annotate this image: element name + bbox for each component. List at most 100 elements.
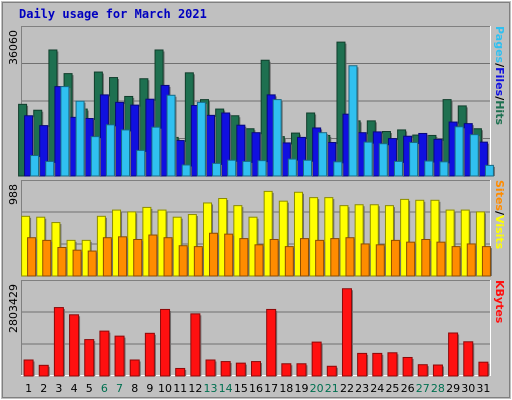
- x-tick-label-day-27: 27: [416, 382, 430, 395]
- x-tick-label-day-30: 30: [461, 382, 475, 395]
- bar-kbytes-day-8: [129, 359, 140, 377]
- bar-kbytes-day-21: [326, 365, 337, 377]
- bar-pages-day-6: [105, 124, 115, 177]
- side-legend: Pages/Files/Hits: [493, 26, 506, 125]
- bar-pages-day-16: [257, 160, 267, 177]
- x-tick-label-day-21: 21: [325, 382, 339, 395]
- x-tick-label-day-1: 1: [25, 382, 32, 395]
- x-tick-label-day-22: 22: [340, 382, 354, 395]
- legend-kbytes: KBytes: [493, 280, 506, 324]
- bar-files-day-28: [433, 138, 443, 177]
- bar-sites-day-23: [360, 243, 370, 277]
- bar-kbytes-day-7: [114, 335, 125, 377]
- bar-kbytes-day-22: [341, 288, 352, 377]
- bar-pages-day-23: [363, 141, 373, 177]
- bar-kbytes-day-28: [432, 364, 443, 377]
- bar-sites-day-4: [72, 249, 82, 277]
- bar-kbytes-day-19: [296, 363, 307, 377]
- bar-sites-day-7: [118, 236, 128, 277]
- bar-kbytes-day-26: [402, 356, 413, 377]
- bar-kbytes-day-1: [23, 359, 34, 377]
- bar-visits-day-27: [415, 199, 425, 277]
- x-tick-label-day-4: 4: [71, 382, 78, 395]
- x-tick-label-day-31: 31: [476, 382, 490, 395]
- legend-sites: Sites: [493, 180, 506, 211]
- bar-sites-day-1: [27, 237, 37, 277]
- bar-kbytes-day-16: [251, 361, 261, 377]
- x-tick-label-day-16: 16: [249, 382, 263, 395]
- bar-sites-day-3: [57, 246, 67, 277]
- x-tick-label-day-25: 25: [385, 382, 399, 395]
- bar-visits-day-28: [430, 199, 440, 277]
- bar-pages-day-2: [45, 160, 55, 177]
- x-tick-label-day-12: 12: [188, 382, 202, 395]
- bar-sites-day-20: [315, 239, 325, 277]
- bar-sites-day-28: [436, 241, 446, 277]
- x-tick-label-day-23: 23: [355, 382, 369, 395]
- bar-pages-day-19: [302, 159, 312, 177]
- bar-visits-day-29: [445, 209, 455, 277]
- ymax-label: 988: [7, 184, 20, 205]
- bar-sites-day-24: [375, 244, 385, 277]
- x-tick-label-day-13: 13: [204, 382, 218, 395]
- bar-sites-day-26: [406, 241, 416, 277]
- bar-pages-day-10: [166, 94, 176, 177]
- panel-kbytes: 2803429 KBytes: [7, 280, 506, 377]
- x-tick-label-day-6: 6: [101, 382, 108, 395]
- bar-kbytes-day-6: [99, 330, 110, 377]
- bar-kbytes-day-13: [205, 359, 216, 377]
- bar-sites-day-21: [330, 238, 340, 277]
- bar-pages-day-15: [242, 160, 252, 177]
- bar-visits-day-18: [278, 200, 288, 277]
- bar-kbytes-day-11: [175, 367, 186, 377]
- bar-files-day-1: [24, 115, 34, 177]
- bar-pages-day-31: [484, 164, 494, 177]
- bar-files-day-2: [39, 125, 49, 177]
- bar-pages-day-1: [30, 155, 40, 177]
- bar-sites-day-2: [42, 239, 52, 277]
- bar-kbytes-day-17: [266, 308, 277, 377]
- bar-visits-day-20: [309, 197, 319, 277]
- bar-kbytes-day-2: [38, 364, 49, 377]
- bar-kbytes-day-5: [84, 339, 95, 377]
- bar-pages-day-3: [60, 86, 70, 177]
- bar-pages-day-5: [90, 136, 100, 177]
- x-tick-label-day-10: 10: [158, 382, 172, 395]
- panel-border-dark: [21, 280, 491, 376]
- bar-pages-day-9: [151, 126, 161, 177]
- bar-files-day-14: [221, 112, 231, 177]
- bar-sites-day-27: [421, 238, 431, 277]
- x-tick-label-day-28: 28: [431, 382, 445, 395]
- bar-visits-day-21: [324, 197, 334, 277]
- x-tick-label-day-24: 24: [370, 382, 384, 395]
- bar-visits-day-26: [400, 198, 410, 277]
- legend-separator: /: [493, 63, 506, 68]
- bar-kbytes-day-29: [448, 332, 459, 377]
- bar-pages-day-13: [212, 162, 222, 177]
- bar-pages-day-11: [181, 164, 191, 177]
- bar-sites-day-22: [345, 237, 355, 277]
- ymax-label: 2803429: [7, 284, 20, 333]
- x-tick-label-day-20: 20: [310, 382, 324, 395]
- bar-pages-day-8: [136, 149, 146, 177]
- legend-files: Files: [493, 67, 506, 97]
- bar-files-day-16: [251, 132, 261, 177]
- bar-pages-day-18: [287, 158, 297, 177]
- bar-kbytes-day-25: [387, 352, 398, 377]
- legend-visits: Visits: [493, 215, 506, 250]
- bar-kbytes-day-14: [220, 361, 231, 377]
- bar-sites-day-19: [299, 238, 309, 277]
- legend-separator: /: [493, 96, 506, 101]
- bar-kbytes-day-24: [372, 352, 383, 377]
- bar-pages-day-28: [439, 161, 449, 177]
- bar-kbytes-day-30: [463, 341, 474, 377]
- bar-sites-day-10: [163, 237, 173, 277]
- bar-sites-day-8: [133, 238, 143, 277]
- bar-sites-day-11: [178, 245, 188, 277]
- bar-pages-day-17: [272, 99, 282, 177]
- bar-sites-day-16: [254, 244, 264, 277]
- bar-pages-day-29: [454, 126, 464, 177]
- bar-visits-day-30: [460, 209, 470, 277]
- x-tick-label-day-11: 11: [173, 382, 187, 395]
